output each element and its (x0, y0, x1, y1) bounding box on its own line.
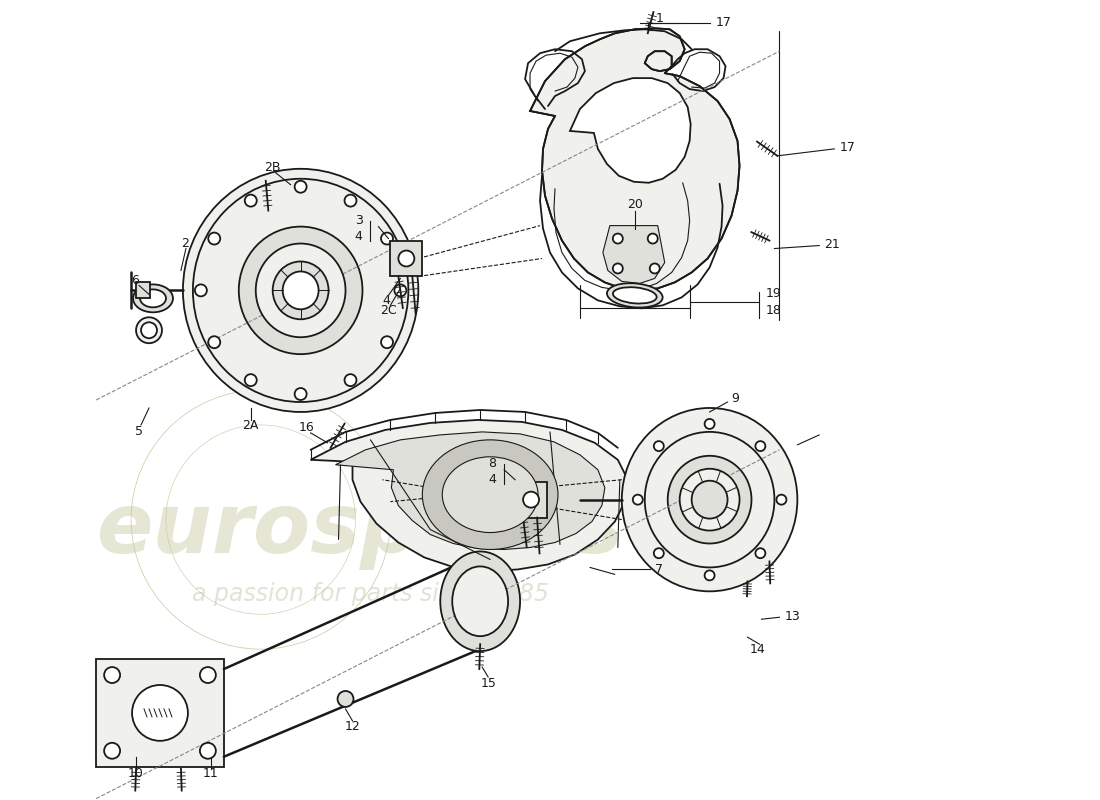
Circle shape (338, 691, 353, 707)
Circle shape (295, 388, 307, 400)
Circle shape (200, 667, 216, 683)
Text: 2B: 2B (264, 162, 280, 174)
Circle shape (613, 234, 623, 243)
Circle shape (344, 194, 356, 206)
Bar (136, 282, 150, 298)
Circle shape (653, 441, 663, 451)
Ellipse shape (239, 226, 363, 354)
Polygon shape (336, 432, 605, 550)
Text: 1: 1 (656, 12, 663, 25)
Circle shape (613, 263, 623, 274)
Circle shape (136, 318, 162, 343)
Ellipse shape (133, 285, 173, 312)
Ellipse shape (440, 551, 520, 651)
Circle shape (104, 667, 120, 683)
Text: 14: 14 (749, 642, 766, 656)
Circle shape (756, 441, 766, 451)
Circle shape (208, 336, 220, 348)
Text: 5: 5 (135, 426, 143, 438)
Text: 17: 17 (839, 142, 855, 154)
Circle shape (398, 250, 415, 266)
Text: 9: 9 (732, 391, 739, 405)
Circle shape (705, 570, 715, 580)
Text: 8: 8 (488, 458, 496, 470)
Circle shape (777, 494, 786, 505)
Ellipse shape (442, 457, 538, 533)
Ellipse shape (613, 287, 657, 303)
Text: 4: 4 (383, 294, 390, 307)
Ellipse shape (255, 243, 345, 338)
Circle shape (104, 743, 120, 758)
Polygon shape (310, 420, 628, 571)
Bar (390, 241, 422, 277)
Text: 2C: 2C (381, 304, 397, 317)
Text: 12: 12 (344, 720, 361, 734)
Circle shape (132, 685, 188, 741)
Text: 15: 15 (481, 677, 496, 690)
Ellipse shape (140, 290, 166, 307)
Ellipse shape (273, 262, 329, 319)
Circle shape (208, 233, 220, 245)
Circle shape (200, 743, 216, 758)
Circle shape (653, 548, 663, 558)
Circle shape (381, 233, 393, 245)
Text: 13: 13 (784, 610, 800, 622)
Text: 2: 2 (182, 237, 189, 250)
Text: 17: 17 (716, 16, 732, 29)
Circle shape (705, 419, 715, 429)
Text: 4: 4 (354, 230, 363, 243)
Ellipse shape (422, 440, 558, 550)
Ellipse shape (283, 271, 319, 310)
Polygon shape (570, 78, 691, 182)
Text: 4: 4 (488, 474, 496, 486)
Text: eurospares: eurospares (97, 489, 624, 570)
Circle shape (245, 194, 256, 206)
Text: 21: 21 (824, 238, 840, 251)
Text: 10: 10 (128, 767, 144, 780)
Polygon shape (530, 28, 739, 290)
Bar (515, 482, 547, 518)
Text: 16: 16 (299, 422, 315, 434)
Polygon shape (96, 659, 223, 766)
Circle shape (195, 285, 207, 296)
Text: 3: 3 (354, 214, 363, 227)
Ellipse shape (692, 481, 727, 518)
Text: 6: 6 (131, 274, 139, 287)
Circle shape (756, 548, 766, 558)
Circle shape (395, 285, 406, 296)
Ellipse shape (680, 469, 739, 530)
Text: 20: 20 (627, 198, 642, 211)
Circle shape (632, 494, 642, 505)
Circle shape (648, 234, 658, 243)
Text: a passion for parts since 1985: a passion for parts since 1985 (192, 582, 549, 606)
Text: 7: 7 (654, 563, 662, 576)
Text: 11: 11 (204, 767, 219, 780)
Circle shape (295, 181, 307, 193)
Circle shape (245, 374, 256, 386)
Circle shape (141, 322, 157, 338)
Ellipse shape (621, 408, 797, 591)
Circle shape (650, 263, 660, 274)
Ellipse shape (607, 283, 662, 307)
Circle shape (524, 492, 539, 508)
Circle shape (344, 374, 356, 386)
Text: 18: 18 (766, 304, 781, 317)
Ellipse shape (452, 566, 508, 636)
Ellipse shape (183, 169, 418, 412)
Circle shape (381, 336, 393, 348)
Polygon shape (603, 226, 664, 283)
Text: 2A: 2A (243, 419, 258, 433)
Ellipse shape (668, 456, 751, 543)
Text: 19: 19 (766, 287, 781, 300)
